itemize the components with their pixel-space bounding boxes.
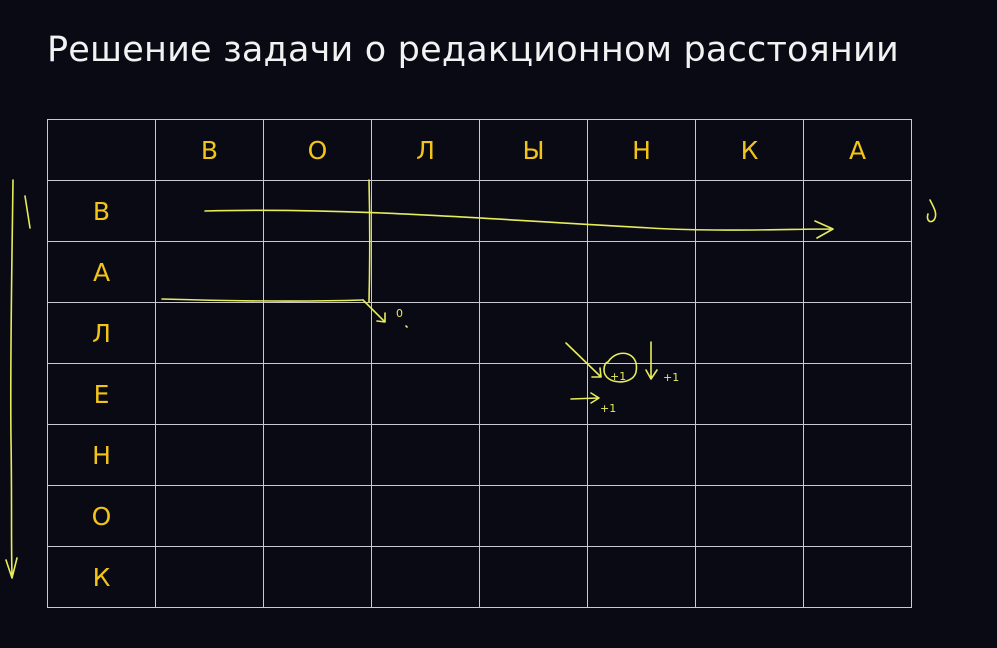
header-row: В О Л Ы Н К А <box>47 119 912 181</box>
left-tick-mark <box>24 195 31 229</box>
column-header: Н <box>587 119 696 181</box>
row-header: Е <box>47 363 156 425</box>
table-cell <box>587 241 696 303</box>
row-header: Н <box>47 424 156 486</box>
table-row: О <box>47 485 912 547</box>
table-cell <box>695 424 804 486</box>
table-cell <box>803 241 912 303</box>
table-cell <box>155 180 264 242</box>
table-row: Н <box>47 424 912 486</box>
row-header: Л <box>47 302 156 364</box>
table-cell <box>587 302 696 364</box>
table-cell <box>587 485 696 547</box>
table-cell <box>371 424 480 486</box>
table-cell <box>263 546 372 608</box>
table-cell <box>803 180 912 242</box>
table-row: А <box>47 241 912 303</box>
column-header: В <box>155 119 264 181</box>
column-header: О <box>263 119 372 181</box>
table-cell <box>479 546 588 608</box>
table-cell <box>803 424 912 486</box>
table-cell <box>479 241 588 303</box>
row-header: О <box>47 485 156 547</box>
table-cell <box>803 302 912 364</box>
table-cell <box>263 424 372 486</box>
table-cell <box>479 363 588 425</box>
table-cell <box>587 424 696 486</box>
table-row: К <box>47 546 912 608</box>
table-cell <box>803 485 912 547</box>
slide-title: Решение задачи о редакционном расстоянии <box>47 30 899 70</box>
table-cell <box>263 302 372 364</box>
row-header: А <box>47 241 156 303</box>
table-cell <box>695 485 804 547</box>
table-cell <box>803 546 912 608</box>
table-row: В <box>47 180 912 242</box>
column-header: А <box>803 119 912 181</box>
table-cell <box>587 363 696 425</box>
table-cell <box>155 363 264 425</box>
table-cell <box>155 424 264 486</box>
table-cell <box>695 241 804 303</box>
table-cell <box>263 485 372 547</box>
table-cell <box>155 241 264 303</box>
table-cell <box>263 363 372 425</box>
corner-cell <box>47 119 156 181</box>
table-cell <box>155 302 264 364</box>
table-cell <box>803 363 912 425</box>
table-cell <box>371 241 480 303</box>
table-cell <box>587 546 696 608</box>
column-header: К <box>695 119 804 181</box>
table-cell <box>695 546 804 608</box>
table-cell <box>695 363 804 425</box>
column-header: Ы <box>479 119 588 181</box>
table-row: Л <box>47 302 912 364</box>
column-header: Л <box>371 119 480 181</box>
table-cell <box>587 180 696 242</box>
table-cell <box>371 363 480 425</box>
table-cell <box>371 485 480 547</box>
table-cell <box>479 180 588 242</box>
row-header: В <box>47 180 156 242</box>
table-cell <box>371 546 480 608</box>
table-cell <box>263 180 372 242</box>
table-cell <box>479 302 588 364</box>
table-cell <box>371 302 480 364</box>
row-header: К <box>47 546 156 608</box>
edit-distance-table: В О Л Ы Н К А В А Л Е <box>47 119 912 608</box>
table-cell <box>155 485 264 547</box>
table-cell <box>479 424 588 486</box>
table-cell <box>155 546 264 608</box>
right-tick-mark <box>926 199 937 223</box>
table-cell <box>695 302 804 364</box>
table-cell <box>263 241 372 303</box>
table-row: Е <box>47 363 912 425</box>
table-cell <box>479 485 588 547</box>
table-cell <box>371 180 480 242</box>
left-vertical-arrow <box>5 179 18 579</box>
table-cell <box>695 180 804 242</box>
